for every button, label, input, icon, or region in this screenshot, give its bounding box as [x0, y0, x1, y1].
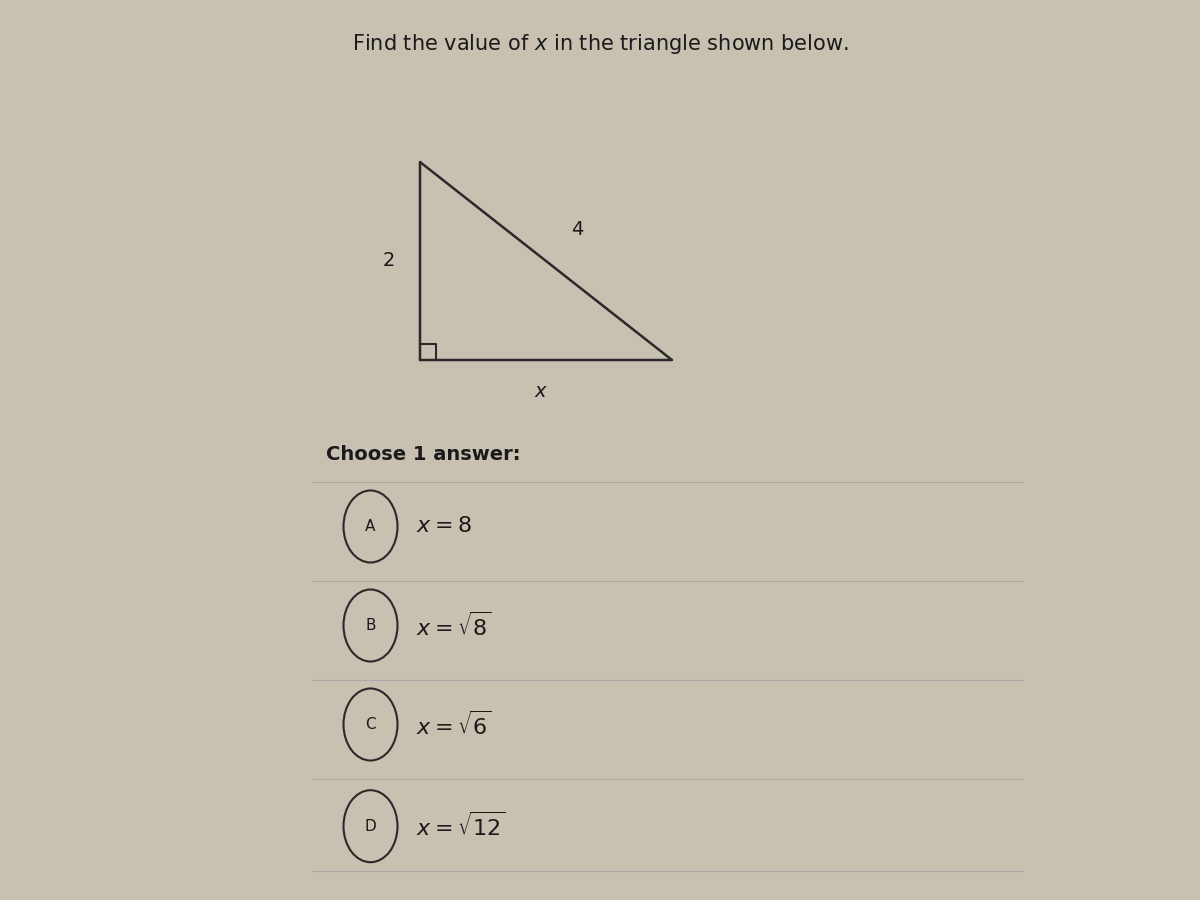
Text: 2: 2	[383, 251, 395, 271]
Text: D: D	[365, 819, 377, 833]
Text: Find the value of $x$ in the triangle shown below.: Find the value of $x$ in the triangle sh…	[352, 32, 848, 56]
Text: $x$: $x$	[534, 382, 548, 401]
Text: $x = \sqrt{8}$: $x = \sqrt{8}$	[415, 611, 491, 640]
Text: B: B	[365, 618, 376, 633]
Text: A: A	[365, 519, 376, 534]
Text: C: C	[365, 717, 376, 732]
Text: Choose 1 answer:: Choose 1 answer:	[325, 446, 520, 464]
Text: $x = 8$: $x = 8$	[415, 517, 472, 536]
Text: 4: 4	[571, 220, 583, 239]
Text: $x = \sqrt{12}$: $x = \sqrt{12}$	[415, 812, 505, 841]
Text: $x = \sqrt{6}$: $x = \sqrt{6}$	[415, 710, 491, 739]
